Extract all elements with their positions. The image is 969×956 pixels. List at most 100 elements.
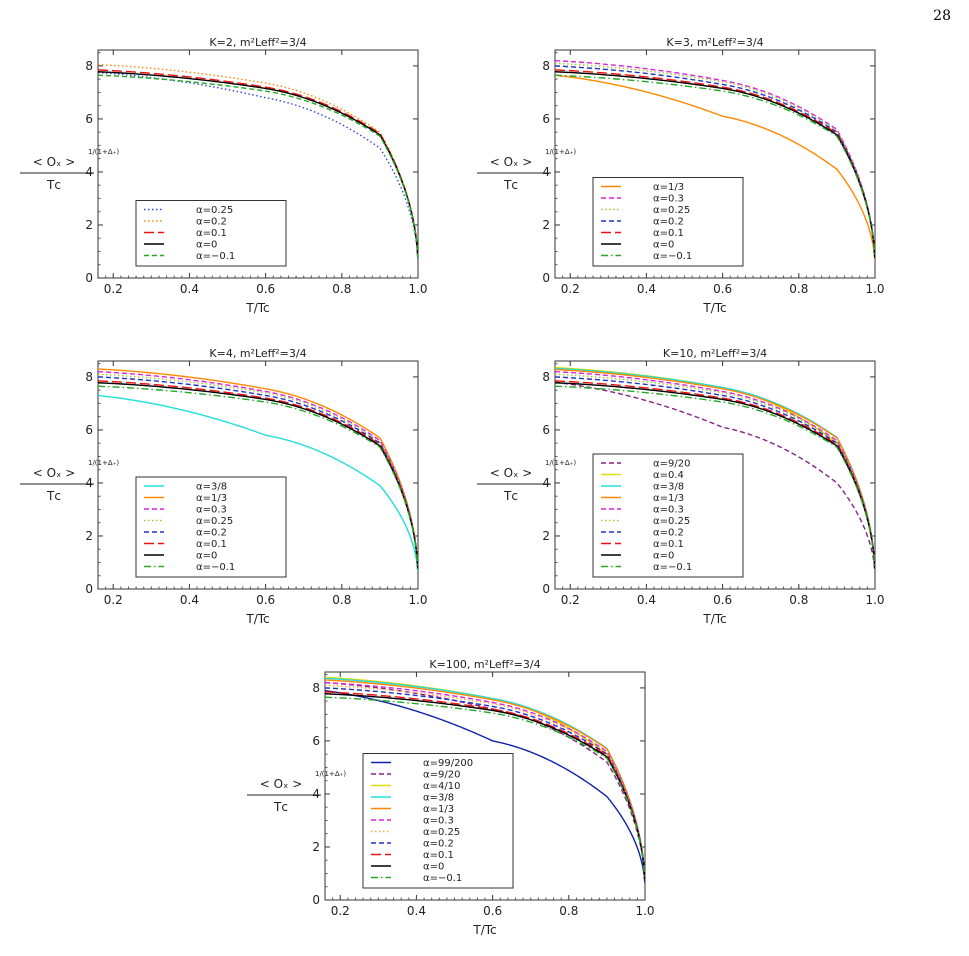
series-line (98, 370, 418, 569)
chart-svg-k4: K=4, m²Leff²=3/4 0.2 0.4 0.6 0.8 1.0 0 2 4 6 8 T/Tc… (20, 347, 428, 626)
x-tick-label: 1.0 (408, 593, 427, 607)
legend-label: α=0.2 (196, 217, 227, 228)
y-tick-label: 0 (312, 893, 320, 907)
legend-label: α=1/3 (653, 493, 684, 504)
y-axis-label-exponent: 1/(1+Δ₊) (315, 770, 346, 778)
y-tick-label: 8 (542, 370, 550, 384)
legend-label: α=0.25 (653, 516, 690, 527)
y-tick-label: 6 (85, 423, 93, 437)
series-line (98, 385, 418, 570)
series-line (555, 59, 875, 258)
y-axis-label: < Oₓ > 1/(1+Δ₊) Tᴄ (247, 770, 346, 814)
chart-panel-k4: K=4, m²Leff²=3/4 0.2 0.4 0.6 0.8 1.0 0 2 4 6 8 T/Tc… (18, 345, 438, 645)
y-axis-label-exponent: 1/(1+Δ₊) (545, 148, 576, 156)
legend-label: α=0.2 (423, 839, 454, 850)
y-tick-label: 4 (542, 165, 550, 179)
legend-label: α=0.1 (423, 850, 454, 861)
x-axis-label: T/Tc (245, 612, 269, 626)
chart-svg-k10: K=10, m²Leff²=3/4 0.2 0.4 0.6 0.8 1.0 0 2 4 6 8 T/T… (477, 347, 885, 626)
x-tick-label: 0.8 (332, 282, 351, 296)
series-group (98, 368, 418, 572)
y-axis-label-exponent: 1/(1+Δ₊) (545, 459, 576, 467)
chart-svg-k3: K=3, m²Leff²=3/4 0.2 0.4 0.6 0.8 1.0 0 2 4 6 8 T/Tc… (477, 36, 885, 315)
chart-panel-k100: K=100, m²Leff²=3/4 0.2 0.4 0.6 0.8 1.0 0 2 4 6 8 T/… (245, 656, 665, 956)
y-tick-label: 8 (542, 59, 550, 73)
y-tick-label: 4 (85, 165, 93, 179)
legend-label: α=0.1 (653, 539, 684, 550)
legend-label: α=0 (653, 551, 674, 562)
x-tick-label: 0.2 (331, 904, 350, 918)
legend-label: α=0.2 (653, 528, 684, 539)
legend-label: α=0.25 (196, 205, 233, 216)
legend-label: α=9/20 (423, 770, 460, 781)
y-tick-label: 2 (85, 218, 93, 232)
x-tick-label: 0.2 (561, 282, 580, 296)
x-tick-label: 0.2 (104, 282, 123, 296)
legend-label: α=4/10 (423, 781, 460, 792)
y-axis-label-denominator: Tᴄ (273, 800, 288, 814)
legend: α=1/3α=0.3α=0.25α=0.2α=0.1α=0α=−0.1 (592, 177, 744, 267)
x-axis-label: T/Tc (702, 612, 726, 626)
legend-label: α=0.2 (196, 528, 227, 539)
legend-label: α=−0.1 (423, 873, 462, 884)
legend-label: α=0.4 (653, 470, 684, 481)
legend-label: α=0 (196, 240, 217, 251)
legend-label: α=0.3 (653, 505, 684, 516)
y-axis-label-denominator: Tᴄ (46, 489, 61, 503)
y-tick-label: 0 (542, 271, 550, 285)
legend-label: α=−0.1 (653, 251, 692, 262)
x-tick-label: 1.0 (408, 282, 427, 296)
series-line (325, 689, 645, 883)
legend-label: α=0.2 (653, 217, 684, 228)
series-line (98, 71, 418, 260)
series-line (325, 681, 645, 880)
chart-title: K=10, m²Leff²=3/4 (663, 347, 767, 360)
legend-label: α=1/3 (653, 182, 684, 193)
y-axis-label: < Oₓ > 1/(1+Δ₊) Tᴄ (20, 459, 119, 503)
x-tick-label: 0.2 (561, 593, 580, 607)
x-tick-label: 0.6 (256, 282, 275, 296)
y-tick-label: 4 (85, 476, 93, 490)
y-axis-label-numerator: < Oₓ > (33, 466, 76, 480)
x-tick-label: 0.8 (789, 593, 808, 607)
x-axis-label: T/Tc (472, 923, 496, 937)
series-line (555, 381, 875, 572)
series-group (325, 676, 645, 883)
legend-label: α=99/200 (423, 758, 473, 769)
legend-label: α=0 (653, 240, 674, 251)
x-tick-label: 0.2 (104, 593, 123, 607)
legend-label: α=3/8 (653, 482, 684, 493)
x-tick-label: 0.6 (483, 904, 502, 918)
legend-label: α=0.3 (196, 505, 227, 516)
chart-title: K=4, m²Leff²=3/4 (209, 347, 306, 360)
y-tick-label: 4 (542, 476, 550, 490)
legend-label: α=0.3 (423, 816, 454, 827)
x-tick-label: 1.0 (865, 282, 884, 296)
legend-box (135, 476, 287, 578)
y-tick-label: 0 (85, 582, 93, 596)
y-axis-label-numerator: < Oₓ > (33, 155, 76, 169)
y-axis-label-exponent: 1/(1+Δ₊) (88, 459, 119, 467)
x-axis-label: T/Tc (702, 301, 726, 315)
chart-title: K=3, m²Leff²=3/4 (666, 36, 763, 49)
chart-svg-k100: K=100, m²Leff²=3/4 0.2 0.4 0.6 0.8 1.0 0 2 4 6 8 T/… (247, 658, 655, 937)
chart-title: K=100, m²Leff²=3/4 (429, 658, 540, 671)
x-tick-label: 1.0 (865, 593, 884, 607)
x-tick-label: 0.4 (637, 282, 656, 296)
x-tick-label: 0.8 (332, 593, 351, 607)
legend-label: α=0.25 (196, 516, 233, 527)
y-axis-label-numerator: < Oₓ > (490, 466, 533, 480)
y-axis-label-numerator: < Oₓ > (260, 777, 303, 791)
legend-label: α=−0.1 (196, 562, 235, 573)
page-number: 28 (933, 8, 951, 24)
series-line (98, 74, 418, 259)
legend: α=9/20α=0.4α=3/8α=1/3α=0.3α=0.25α=0.2α=0… (592, 453, 744, 578)
y-tick-label: 0 (85, 271, 93, 285)
y-axis-label-numerator: < Oₓ > (490, 155, 533, 169)
legend-label: α=9/20 (653, 459, 690, 470)
legend-label: α=0.25 (653, 205, 690, 216)
x-tick-label: 0.4 (180, 282, 199, 296)
y-tick-label: 8 (85, 370, 93, 384)
x-tick-label: 0.8 (789, 282, 808, 296)
x-tick-label: 0.4 (180, 593, 199, 607)
